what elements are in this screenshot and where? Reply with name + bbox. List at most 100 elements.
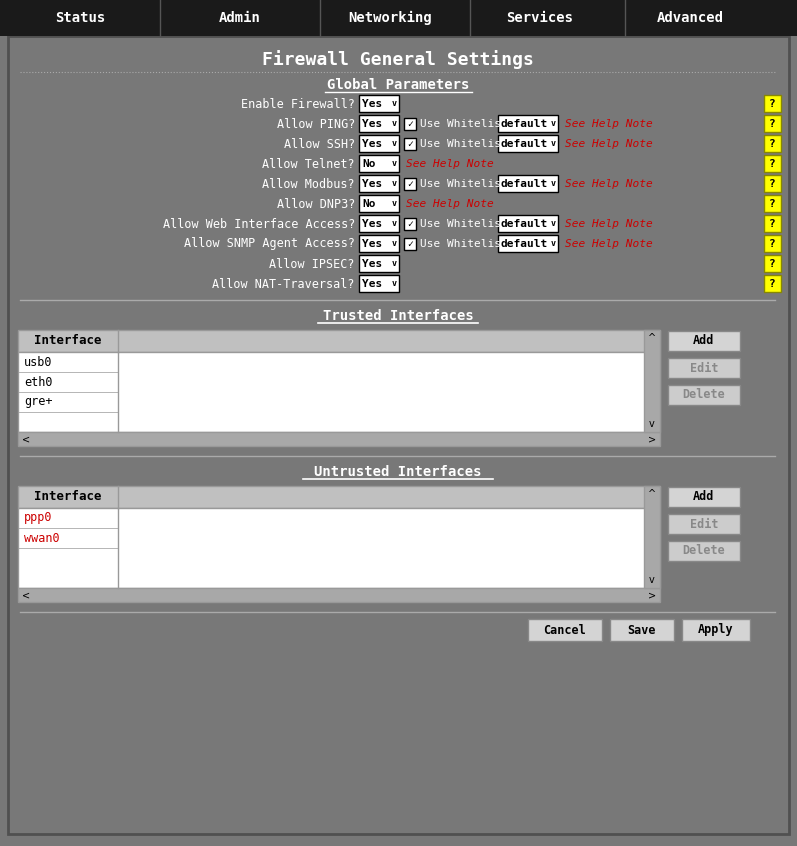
- Bar: [0, 0, 797, 36]
- Bar: [359, 96, 399, 113]
- Text: Advanced: Advanced: [657, 11, 724, 25]
- Text: v: v: [392, 160, 397, 168]
- Text: Use Whitelist: Use Whitelist: [420, 219, 508, 229]
- Text: Yes: Yes: [362, 239, 383, 249]
- Text: >: >: [648, 434, 656, 444]
- Text: Delete: Delete: [682, 388, 725, 402]
- Bar: [764, 116, 781, 133]
- Text: v: v: [392, 239, 397, 249]
- Text: See Help Note: See Help Note: [565, 119, 653, 129]
- Bar: [18, 588, 660, 602]
- Text: usb0: usb0: [24, 355, 53, 369]
- Text: ?: ?: [769, 139, 775, 149]
- Text: v: v: [392, 179, 397, 189]
- Text: ✓: ✓: [407, 119, 413, 129]
- Text: <: <: [22, 590, 30, 600]
- Text: v: v: [551, 179, 556, 189]
- Text: Yes: Yes: [362, 259, 383, 269]
- Text: ?: ?: [769, 259, 775, 269]
- Text: Allow Web Interface Access?: Allow Web Interface Access?: [163, 217, 355, 230]
- Bar: [668, 487, 740, 507]
- Text: Edit: Edit: [689, 518, 718, 530]
- Text: Yes: Yes: [362, 279, 383, 289]
- Text: Allow SNMP Agent Access?: Allow SNMP Agent Access?: [184, 238, 355, 250]
- Text: default: default: [501, 179, 548, 189]
- Text: See Help Note: See Help Note: [406, 159, 494, 169]
- Text: Allow DNP3?: Allow DNP3?: [277, 197, 355, 211]
- Text: See Help Note: See Help Note: [565, 179, 653, 189]
- Text: Yes: Yes: [362, 139, 383, 149]
- Bar: [359, 255, 399, 272]
- Bar: [498, 235, 558, 252]
- Text: Edit: Edit: [689, 361, 718, 375]
- Bar: [498, 216, 558, 233]
- Bar: [359, 135, 399, 152]
- Text: ?: ?: [769, 179, 775, 189]
- Bar: [764, 156, 781, 173]
- Bar: [764, 96, 781, 113]
- Text: Allow Telnet?: Allow Telnet?: [262, 157, 355, 171]
- Bar: [668, 541, 740, 561]
- Text: See Help Note: See Help Note: [406, 199, 494, 209]
- Bar: [668, 514, 740, 534]
- Text: No: No: [362, 199, 375, 209]
- Text: Allow SSH?: Allow SSH?: [284, 138, 355, 151]
- Bar: [668, 358, 740, 378]
- Bar: [644, 486, 660, 588]
- Bar: [764, 195, 781, 212]
- Bar: [18, 330, 660, 352]
- Text: Add: Add: [693, 334, 715, 348]
- Text: See Help Note: See Help Note: [565, 219, 653, 229]
- Text: v: v: [551, 239, 556, 249]
- Text: v: v: [649, 575, 655, 585]
- Text: v: v: [551, 119, 556, 129]
- Text: ?: ?: [769, 159, 775, 169]
- Bar: [644, 330, 660, 432]
- Text: v: v: [551, 140, 556, 149]
- Text: Use Whitelist: Use Whitelist: [420, 139, 508, 149]
- Text: Yes: Yes: [362, 99, 383, 109]
- Text: Allow Modbus?: Allow Modbus?: [262, 178, 355, 190]
- Text: Cancel: Cancel: [544, 624, 587, 636]
- Text: Status: Status: [55, 11, 105, 25]
- Text: v: v: [392, 279, 397, 288]
- Text: Trusted Interfaces: Trusted Interfaces: [323, 309, 473, 323]
- Text: Use Whitelist: Use Whitelist: [420, 119, 508, 129]
- Bar: [404, 138, 416, 150]
- Text: Global Parameters: Global Parameters: [327, 78, 469, 92]
- Text: Allow NAT-Traversal?: Allow NAT-Traversal?: [213, 277, 355, 290]
- Bar: [668, 331, 740, 351]
- Text: v: v: [392, 119, 397, 129]
- Bar: [359, 195, 399, 212]
- Bar: [764, 216, 781, 233]
- Bar: [668, 385, 740, 405]
- Text: ?: ?: [769, 99, 775, 109]
- Bar: [764, 276, 781, 293]
- Bar: [764, 135, 781, 152]
- Text: ✓: ✓: [407, 219, 413, 229]
- Bar: [404, 118, 416, 130]
- Text: default: default: [501, 119, 548, 129]
- Text: v: v: [392, 140, 397, 149]
- Bar: [18, 508, 660, 588]
- Bar: [404, 178, 416, 190]
- Bar: [18, 352, 660, 432]
- Bar: [498, 116, 558, 133]
- Text: v: v: [392, 100, 397, 108]
- Text: No: No: [362, 159, 375, 169]
- Text: ?: ?: [769, 239, 775, 249]
- Text: Yes: Yes: [362, 179, 383, 189]
- Bar: [359, 235, 399, 252]
- Bar: [682, 619, 750, 641]
- Text: Admin: Admin: [219, 11, 261, 25]
- Bar: [18, 486, 660, 508]
- Text: >: >: [648, 590, 656, 600]
- Bar: [764, 175, 781, 193]
- Bar: [528, 619, 602, 641]
- Text: gre+: gre+: [24, 395, 53, 409]
- Text: Delete: Delete: [682, 545, 725, 558]
- Text: Add: Add: [693, 491, 715, 503]
- Text: ?: ?: [769, 119, 775, 129]
- Bar: [359, 156, 399, 173]
- Text: ?: ?: [769, 199, 775, 209]
